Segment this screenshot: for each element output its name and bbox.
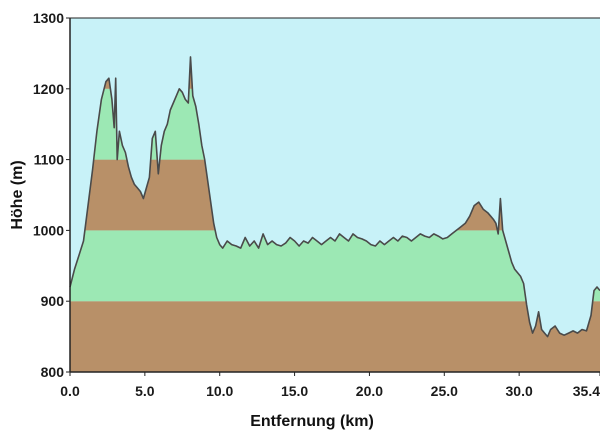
plot-area (69, 18, 600, 372)
x-tick-label: 35.4 (573, 383, 600, 399)
y-tick-label: 1100 (34, 152, 65, 168)
x-axis-title: Entfernung (km) (250, 413, 374, 430)
x-tick-label: 25.0 (431, 383, 458, 399)
axes (66, 17, 600, 376)
y-tick-label: 1000 (33, 222, 64, 238)
tick-labels: 800 900 1000 1100 1200 1300 0.0 5.0 10.0 15.0 20.0… (33, 10, 600, 399)
y-tick-label: 1200 (33, 81, 64, 97)
x-tick-label: 20.0 (356, 383, 383, 399)
y-axis-title: Höhe (m) (9, 160, 26, 229)
elevation-band-800-900 (70, 301, 600, 372)
x-tick-label: 30.0 (506, 383, 533, 399)
y-tick-label: 1300 (33, 10, 64, 26)
y-tick-label: 900 (41, 293, 65, 309)
elevation-profile-line (69, 56, 600, 338)
x-tick-label: 10.0 (206, 383, 233, 399)
x-tick-label: 0.0 (60, 383, 80, 399)
x-tick-label: 15.0 (281, 383, 308, 399)
x-tick-label: 5.0 (135, 383, 155, 399)
y-tick-label: 800 (41, 364, 65, 380)
